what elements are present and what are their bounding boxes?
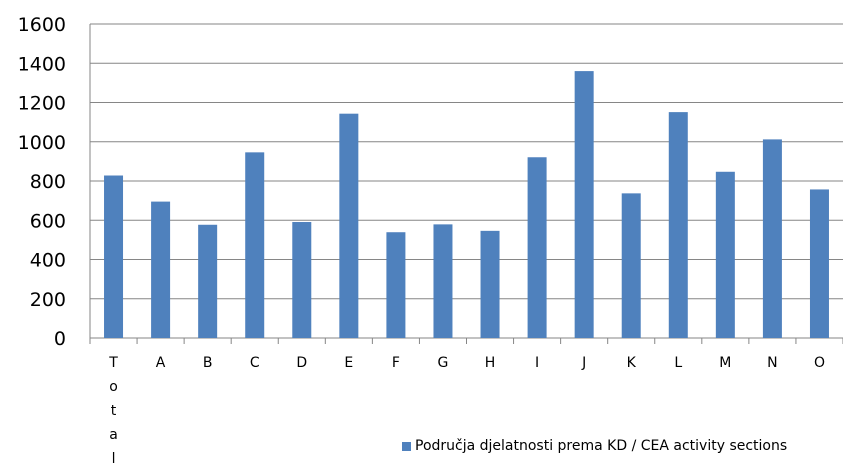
x-tick-label: C bbox=[250, 355, 260, 371]
x-tick-label: E bbox=[344, 355, 353, 371]
y-tick-label: 1400 bbox=[18, 53, 66, 75]
y-tick-label: 1600 bbox=[18, 14, 66, 36]
bar bbox=[574, 71, 594, 338]
bar bbox=[762, 139, 782, 338]
bar bbox=[386, 232, 406, 338]
bar bbox=[104, 175, 124, 338]
bar bbox=[668, 112, 688, 339]
bar bbox=[339, 113, 359, 338]
y-tick-label: 400 bbox=[30, 250, 66, 272]
x-tick-label: D bbox=[296, 355, 307, 371]
bar bbox=[245, 152, 265, 338]
bar bbox=[151, 201, 171, 338]
x-tick-label: K bbox=[627, 355, 637, 371]
bar bbox=[527, 157, 547, 338]
x-tick-label: B bbox=[203, 355, 213, 371]
x-tick-label: J bbox=[581, 355, 586, 371]
y-tick-label: 1200 bbox=[18, 93, 66, 115]
x-tick-label: L bbox=[674, 355, 682, 371]
bar bbox=[292, 222, 312, 338]
x-tick-label: I bbox=[535, 355, 539, 371]
x-tick-label: G bbox=[438, 355, 449, 371]
bar bbox=[621, 193, 641, 338]
bar bbox=[715, 171, 735, 338]
y-tick-label: 200 bbox=[30, 289, 66, 311]
y-tick-label: 0 bbox=[54, 328, 66, 350]
y-tick-label: 1000 bbox=[18, 132, 66, 154]
x-tick-label: M bbox=[719, 355, 731, 371]
bar bbox=[809, 189, 829, 338]
x-tick-label: A bbox=[156, 355, 166, 371]
legend: Područja djelatnosti prema KD / CEA acti… bbox=[402, 438, 787, 454]
x-tick-label: N bbox=[767, 355, 777, 371]
legend-swatch bbox=[402, 441, 411, 451]
legend-label: Područja djelatnosti prema KD / CEA acti… bbox=[415, 438, 788, 454]
x-tick-label: H bbox=[485, 355, 496, 371]
bar bbox=[198, 224, 218, 338]
bar bbox=[433, 224, 453, 338]
x-tick-label: O bbox=[814, 355, 825, 371]
bar bbox=[480, 230, 500, 338]
x-tick-label: F bbox=[392, 355, 400, 371]
y-tick-label: 600 bbox=[30, 210, 66, 232]
y-tick-label: 800 bbox=[30, 171, 66, 193]
